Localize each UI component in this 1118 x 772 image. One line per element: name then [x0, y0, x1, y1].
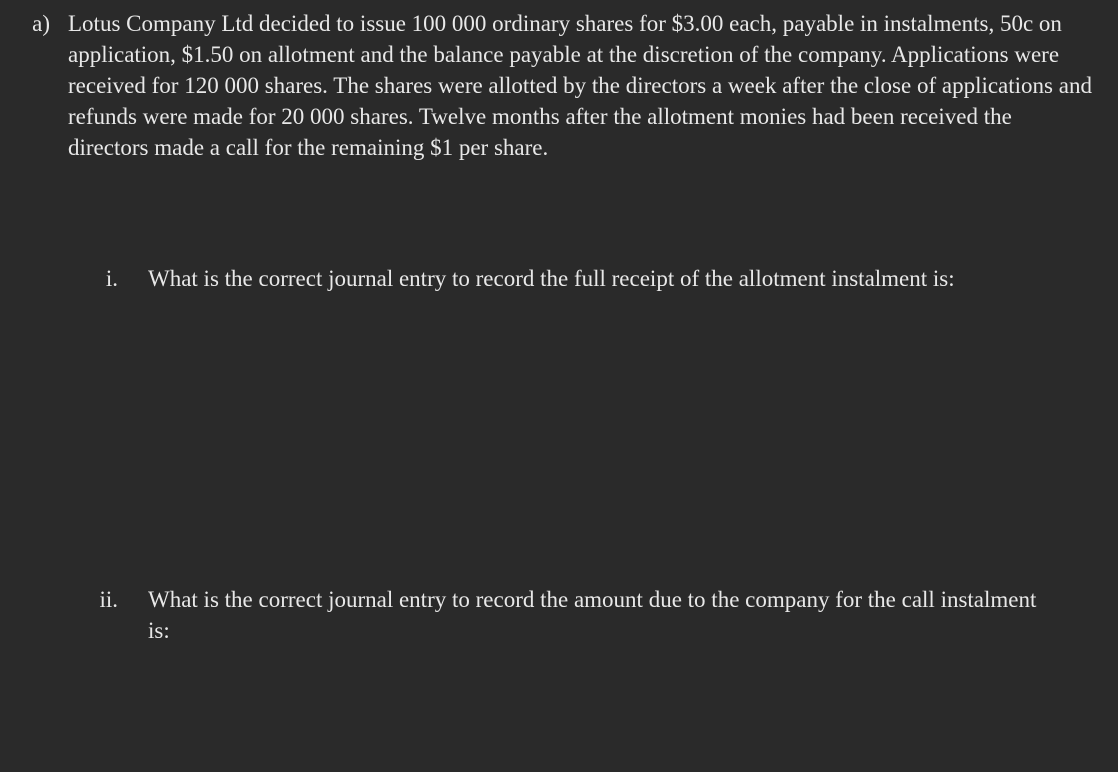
- question-a: a) Lotus Company Ltd decided to issue 10…: [20, 8, 1098, 646]
- question-body: Lotus Company Ltd decided to issue 100 0…: [68, 8, 1098, 646]
- subquestion-ii: ii. What is the correct journal entry to…: [88, 584, 1098, 646]
- subquestion-marker: ii.: [88, 584, 118, 646]
- question-paragraph: Lotus Company Ltd decided to issue 100 0…: [68, 8, 1098, 163]
- question-marker: a): [20, 8, 50, 646]
- subquestion-i: i. What is the correct journal entry to …: [88, 263, 1098, 294]
- subquestion-text: What is the correct journal entry to rec…: [148, 584, 1098, 646]
- subquestion-marker: i.: [88, 263, 118, 294]
- subquestion-text: What is the correct journal entry to rec…: [148, 263, 1098, 294]
